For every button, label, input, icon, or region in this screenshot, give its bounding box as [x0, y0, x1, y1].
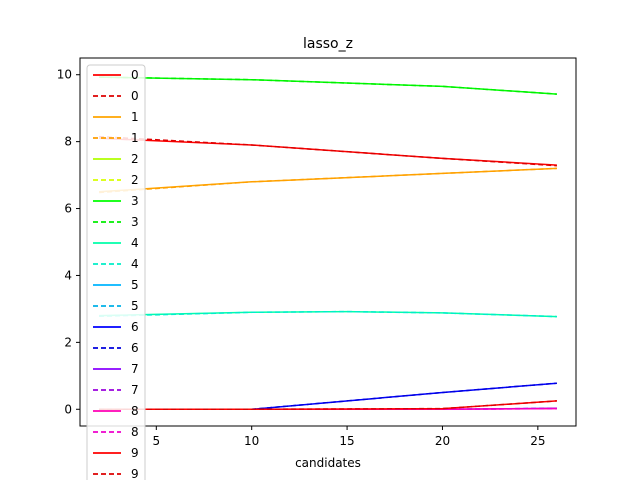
legend-label: 1: [131, 131, 139, 145]
legend-label: 9: [131, 467, 139, 480]
x-tick-label: 15: [339, 434, 354, 448]
legend-label: 2: [131, 173, 139, 187]
plot-frame: [79, 57, 577, 427]
plot-lines: [99, 76, 557, 411]
legend-label: 5: [131, 299, 139, 313]
axes: [79, 57, 577, 427]
y-tick-label: 6: [64, 202, 72, 216]
y-tick-label: 4: [64, 268, 72, 282]
legend-label: 8: [131, 404, 139, 418]
legend-label: 0: [131, 89, 139, 103]
y-tick-label: 10: [57, 68, 72, 82]
series-line-0-dashed: [99, 135, 557, 167]
legend-label: 3: [131, 194, 139, 208]
legend-label: 7: [131, 383, 139, 397]
x-tick-label: 5: [152, 434, 160, 448]
legend-label: 5: [131, 278, 139, 292]
y-ticks: 0 2 4 6 8 10: [57, 68, 80, 416]
x-tick-label: 10: [244, 434, 259, 448]
series-line-4-dashed: [99, 310, 557, 318]
legend-label: 6: [131, 320, 139, 334]
legend-label: 3: [131, 215, 139, 229]
x-axis-label: candidates: [295, 456, 361, 470]
series-line-9-dashed: [99, 400, 557, 411]
legend-label: 1: [131, 110, 139, 124]
series-line-1-dashed: [99, 167, 557, 194]
legend-label: 7: [131, 362, 139, 376]
chart-title: lasso_z: [303, 36, 353, 52]
y-tick-label: 0: [64, 402, 72, 416]
legend-label: 6: [131, 341, 139, 355]
legend-label: 4: [131, 236, 139, 250]
legend: 0 0 1 1 2 2 3 3 4 4 5 5 6 6 7 7 8 8 9 9: [86, 64, 146, 480]
x-tick-label: 20: [435, 434, 450, 448]
legend-label: 4: [131, 257, 139, 271]
legend-label: 2: [131, 152, 139, 166]
legend-label: 9: [131, 446, 139, 460]
x-ticks: 5 10 15 20 25: [152, 426, 545, 448]
series-line-3-dashed: [99, 76, 557, 95]
x-tick-label: 25: [530, 434, 545, 448]
y-tick-label: 8: [64, 135, 72, 149]
y-tick-label: 2: [64, 335, 72, 349]
legend-label: 8: [131, 425, 139, 439]
legend-box: [86, 64, 146, 480]
legend-label: 0: [131, 68, 139, 82]
